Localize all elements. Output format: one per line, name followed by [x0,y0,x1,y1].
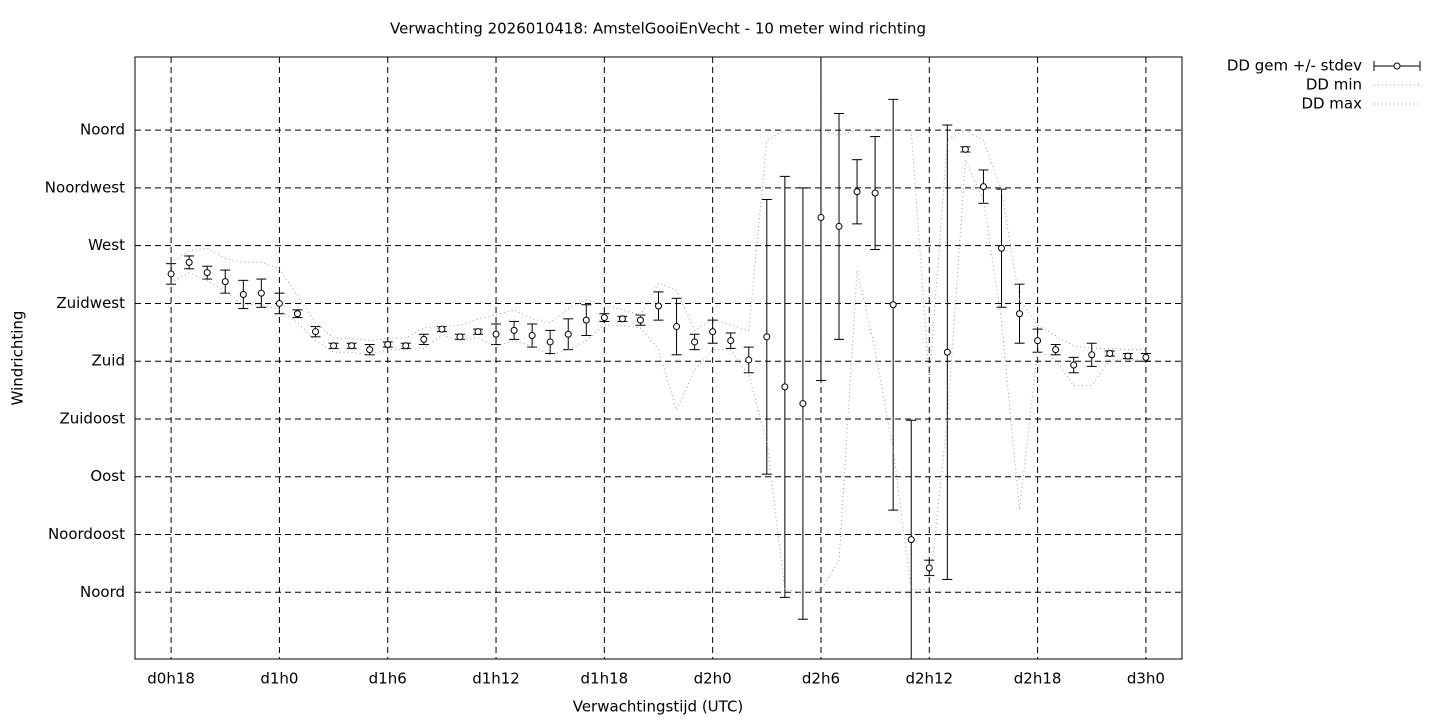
data-point [239,290,247,298]
data-point [655,302,662,310]
y-tick-label: Noordoost [48,525,125,543]
line [170,129,1146,381]
chart-title: Verwachting 2026010418: AmstelGooiEnVech… [390,20,926,38]
data-point [943,348,951,356]
data-point [871,189,879,197]
plot-area [166,57,1151,659]
y-tick-label: Noord [80,121,125,139]
data-point [1106,350,1114,358]
data-point [474,328,482,336]
y-tick-label: West [88,236,125,254]
data-point [275,299,283,307]
data-point [979,183,987,191]
data-point [817,213,825,221]
x-tick-label: d2h12 [905,670,953,688]
legend-label: DD max [1301,95,1362,113]
x-tick-label: d1h18 [581,670,629,688]
data-point [492,330,500,338]
data-point [600,314,608,322]
y-tick-label: Zuid [92,352,125,370]
data-point [384,341,392,349]
data-point [1088,351,1096,359]
data-point [348,342,356,350]
data-point [889,301,897,309]
x-tick-label: d1h0 [260,670,298,688]
data-point [907,536,915,544]
x-tick-label: d2h0 [694,670,732,688]
legend-label: DD gem +/- stdev [1227,57,1362,75]
data-point [456,333,464,341]
data-point [618,315,626,323]
data-point [1016,310,1024,318]
x-tick-label: d1h12 [472,670,520,688]
data-point [528,332,536,340]
x-tick-label: d3h0 [1127,670,1165,688]
data-point [510,326,518,334]
data-point [636,316,644,324]
legend-sample [1393,62,1401,70]
data-point [366,346,374,354]
data-point [1124,352,1132,360]
data-point [997,244,1005,252]
data-point [1052,346,1060,354]
data-point [727,337,735,345]
data-point [799,400,807,408]
x-tick-label: d1h6 [369,670,407,688]
y-tick-label: Noord [80,583,125,601]
data-point [1034,337,1042,345]
y-tick-label: Zuidwest [56,294,125,312]
data-point [203,269,211,277]
data-point [420,335,428,343]
line [170,159,1146,593]
data-point [167,270,175,278]
data-point [546,338,554,346]
data-point [835,222,843,230]
data-point [781,383,789,391]
x-tick-label: d2h6 [802,670,840,688]
plot-frame [134,56,1183,660]
data-point [673,323,681,331]
x-tick-label: d2h18 [1014,670,1062,688]
data-point [925,564,933,572]
data-point [1142,353,1150,361]
y-tick-label: Zuidoost [59,409,125,427]
data-point [185,258,193,266]
data-point [745,356,753,364]
data-point [961,145,969,153]
data-point [402,342,410,350]
data-point [564,330,572,338]
data-point [312,328,320,336]
y-tick-label: Oost [90,467,125,485]
data-point [221,278,229,286]
data-point [691,338,699,346]
data-point [257,289,265,297]
data-point [293,310,301,318]
x-axis-label: Verwachtingstijd (UTC) [573,698,744,716]
data-point [709,328,717,336]
data-point [853,188,861,196]
legend-label: DD min [1306,76,1362,94]
data-point [763,333,771,341]
y-axis-label: Windrichting [9,311,27,406]
data-point [330,342,338,350]
data-point [582,316,590,324]
y-tick-label: Noordwest [45,178,125,196]
x-tick-label: d0h18 [147,670,195,688]
data-point [1070,361,1078,369]
